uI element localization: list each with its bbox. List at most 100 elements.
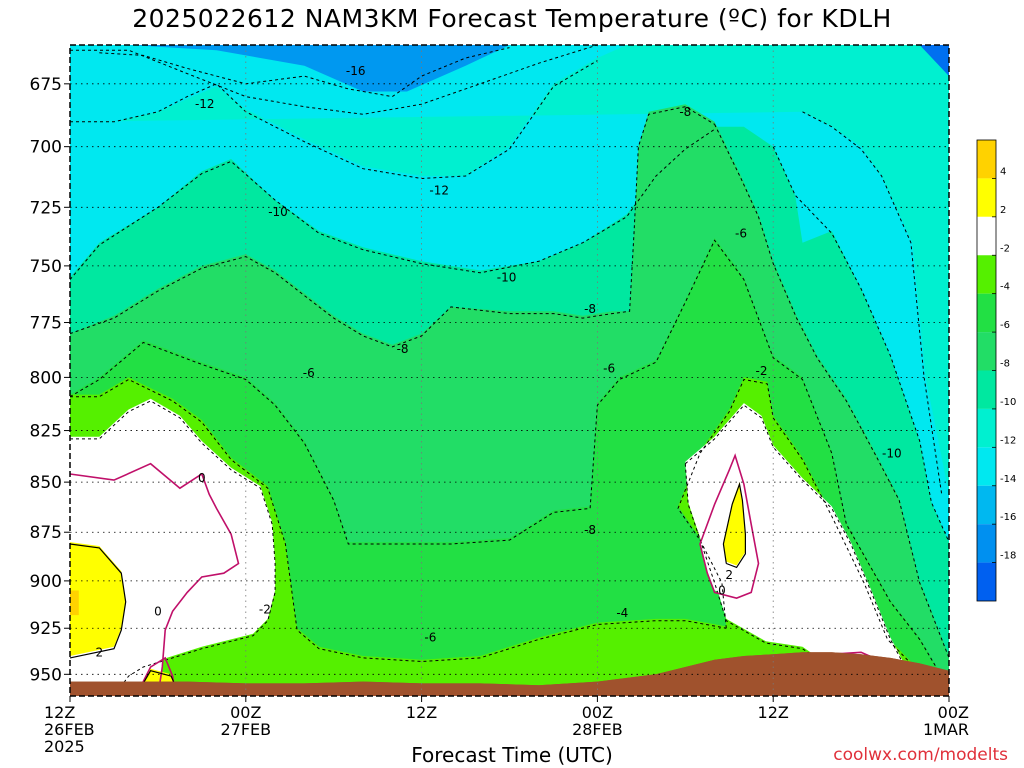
chart-title: 2025022612 NAM3KM Forecast Temperature (… <box>132 4 892 33</box>
colorbar-bin <box>977 370 996 409</box>
contour-line--14 <box>70 44 598 115</box>
y-tick-label: 950 <box>30 665 62 685</box>
y-tick-label: 875 <box>30 523 62 543</box>
zero-isotherm <box>69 462 240 697</box>
contour-line-layer <box>69 44 950 697</box>
x-tick-label: 00Z <box>230 703 261 722</box>
contour-label: -6 <box>603 362 615 376</box>
contour-line--16 <box>99 47 510 98</box>
source-credit: coolwx.com/modelts <box>833 745 1008 765</box>
colorbar-label: -6 <box>1000 320 1010 331</box>
field-region--12 <box>70 45 949 495</box>
contour-label: -10 <box>268 205 288 219</box>
colorbar-bin <box>977 178 996 217</box>
contour-label: -12 <box>429 184 449 198</box>
y-tick-label: 900 <box>30 572 62 592</box>
contour-label: -8 <box>397 342 409 356</box>
contour-line--4b <box>677 378 950 690</box>
field-region-2 <box>70 542 126 656</box>
contour-label: -6 <box>735 226 747 240</box>
colorbar-label: 2 <box>1000 205 1006 216</box>
temperature-fill-layer <box>70 45 949 697</box>
colorbar-bin <box>977 485 996 525</box>
contour-label: -16 <box>346 64 366 78</box>
colorbar-label: -18 <box>1000 551 1016 562</box>
colorbar-label: -2 <box>1000 243 1010 254</box>
contour-label: -10 <box>497 270 517 284</box>
contour-label: 0 <box>154 604 162 618</box>
field-region-4 <box>70 590 79 616</box>
contour-label-layer: -16 -12 -12 -10 -10 -10 -8 -8 -8 -8 -6 -6 -6 -6 -4 -2 -2… <box>95 64 902 659</box>
y-axis: 675 700 725 750 775 800 825 850 875 900 925 950 <box>30 75 70 685</box>
contour-line-2 <box>69 543 127 659</box>
colorbar-label: 4 <box>1000 166 1006 177</box>
contour-line--10b <box>772 146 950 543</box>
y-tick-label: 750 <box>30 257 62 277</box>
field-region-cold_top_-16 <box>70 45 510 92</box>
colorbar-label: -14 <box>1000 474 1016 485</box>
colorbar-label: -4 <box>1000 282 1010 293</box>
colorbar-bin <box>977 447 996 486</box>
colorbar-label: -12 <box>1000 435 1016 446</box>
x-tick-label: 26FEB <box>44 720 95 739</box>
y-tick-label: 725 <box>30 198 62 218</box>
x-tick-label: 00Z <box>938 703 969 722</box>
contour-line-2 <box>722 481 747 569</box>
y-tick-label: 675 <box>30 75 62 95</box>
contour-line--12b <box>802 111 943 495</box>
contour-label: -10 <box>882 446 902 460</box>
contour-label: 0 <box>718 583 726 597</box>
y-tick-label: 700 <box>30 138 62 158</box>
x-tick-label: 28FEB <box>572 720 623 739</box>
contour-label: -6 <box>303 366 315 380</box>
colorbar-bin <box>977 524 996 563</box>
colorbar-label: -10 <box>1000 397 1016 408</box>
contour-label: -12 <box>195 97 215 111</box>
x-tick-label: 27FEB <box>220 720 271 739</box>
contour-line--2b <box>684 404 906 668</box>
contour-line--4a <box>70 378 727 663</box>
x-tick-label: 12Z <box>406 703 437 722</box>
colorbar-bin <box>977 293 996 333</box>
y-tick-label: 825 <box>30 422 62 442</box>
y-tick-label: 775 <box>30 314 62 334</box>
contour-label: -8 <box>584 523 596 537</box>
zero-isotherm <box>699 453 760 599</box>
colorbar-label: -16 <box>1000 512 1016 523</box>
colorbar-bin <box>977 332 996 371</box>
contour-line--2a <box>70 400 276 697</box>
colorbar: 4 2 -2 -4 -6 -8 -10 -12 -14 -16 -18 <box>976 139 1016 602</box>
x-tick-label: 1MAR <box>923 720 969 739</box>
contour-label: -4 <box>616 606 628 620</box>
contour-line--2c <box>684 463 906 674</box>
x-tick-label: 2025 <box>44 737 85 756</box>
contour-label: -8 <box>584 302 596 316</box>
colorbar-bin <box>977 408 996 448</box>
contour-label: 2 <box>95 645 103 659</box>
colorbar-label: -8 <box>1000 359 1010 370</box>
contour-label: -2 <box>755 364 767 378</box>
x-tick-label: 12Z <box>44 703 75 722</box>
x-axis-title: Forecast Time (UTC) <box>411 743 613 767</box>
contour-label: 0 <box>198 471 206 485</box>
contour-label: -6 <box>424 631 436 645</box>
grid-layer <box>70 45 949 696</box>
colorbar-bin <box>977 140 996 179</box>
contour-line--12a <box>70 60 598 180</box>
contour-line--10a <box>69 128 715 280</box>
x-tick-label: 00Z <box>582 703 613 722</box>
ground <box>70 652 949 696</box>
contour-label: 2 <box>725 568 733 582</box>
x-tick-label: 12Z <box>758 703 789 722</box>
colorbar-bin <box>977 562 996 601</box>
field-region-2b <box>723 482 746 566</box>
contour-label: -8 <box>679 105 691 119</box>
y-tick-label: 925 <box>30 619 62 639</box>
colorbar-bin <box>977 255 996 294</box>
contour-label: -2 <box>259 602 271 616</box>
contour-line--6a <box>69 239 950 690</box>
y-tick-label: 800 <box>30 368 62 388</box>
y-tick-label: 850 <box>30 473 62 493</box>
